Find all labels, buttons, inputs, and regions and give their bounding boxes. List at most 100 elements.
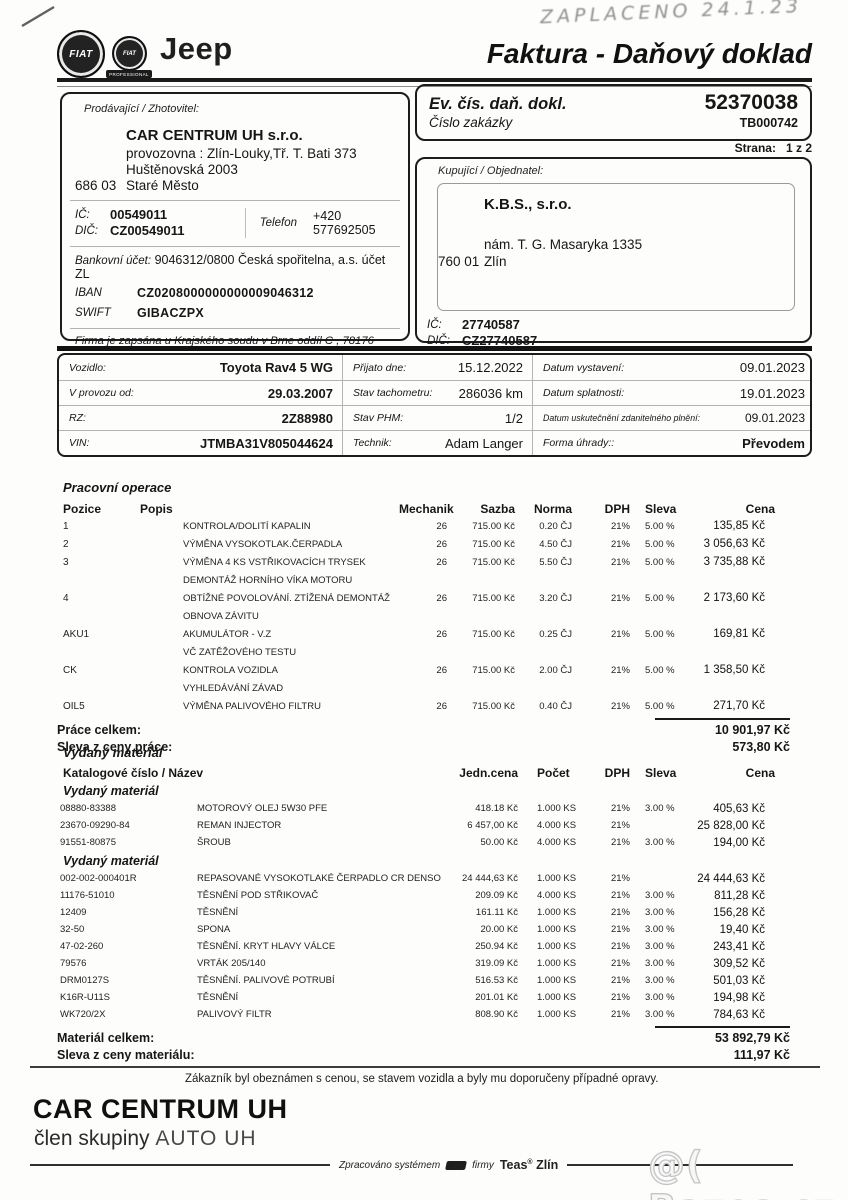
material-cell-qty: 1.000 KS — [537, 907, 577, 918]
material-header-dph: DPH — [604, 765, 630, 780]
material-totals-rule — [655, 1026, 790, 1028]
work-row: 4 OBTÍŽNÉ POVOLOVÁNÍ. ZTÍŽENÁ DEMONTÁŽ 26 7… — [57, 589, 790, 607]
work-cell-desc: VÝMĚNA 4 KS VSTŘIKOVACÍCH TRYSEK — [183, 556, 366, 568]
buyer-ic-dic: IČ: 27740587 DIČ: CZ27740587 — [427, 317, 537, 349]
material-cell-unit: 20.00 Kč — [480, 924, 519, 935]
vehicle-cell: Datum uskutečnění zdanitelného plnění: 09… — [532, 405, 810, 430]
work-cell-pos: 1 — [63, 520, 69, 532]
vehicle-cell-value: Adam Langer — [444, 435, 523, 451]
seller-swift-value: GIBACZPX — [137, 306, 204, 320]
material-row: 23670-09290-84 REMAN INJECTOR 6 457,00 Kč 4… — [57, 817, 790, 834]
buyer-ic-value: 27740587 — [462, 317, 520, 332]
vehicle-cell-label: Technik: — [353, 437, 392, 449]
buyer-address-frame: K.B.S., s.r.o. nám. T. G. Masaryka 1335 … — [437, 183, 795, 311]
material-cell-price: 309,52 Kč — [713, 957, 765, 970]
vehicle-table: Vozidlo: Toyota Rav4 5 WG Přijato dne: 15.1… — [57, 353, 812, 457]
work-cell-mech: 26 — [436, 592, 447, 604]
processed-by-line: Zpracováno systémem firmy Teas® Zlín — [30, 1158, 793, 1172]
material-discount-row: Sleva z ceny materiálu: 111,97 Kč — [57, 1047, 790, 1064]
material-cell-qty: 1.000 KS — [537, 941, 577, 952]
work-total-row: Práce celkem: 10 901,97 Kč — [57, 722, 790, 739]
page-indicator: Strana: 1 z 2 — [612, 141, 812, 155]
seller-address-line1: provozovna : Zlín-Louky,Tř. T. Bati 373 — [126, 146, 357, 161]
material-cell-qty: 1.000 KS — [537, 975, 577, 986]
seller-swift-row: SWIFT GIBACZPX — [75, 306, 395, 321]
work-cell-vat: 21% — [610, 538, 630, 550]
work-cell-rate: 715.00 Kč — [472, 664, 515, 676]
work-cell-vat: 21% — [610, 664, 630, 676]
material-cell-code: 12409 — [60, 907, 87, 918]
header-rule-thick — [57, 78, 812, 82]
work-cell-mech: 26 — [436, 700, 447, 712]
material-row: 47-02-260 TĚSNĚNÍ. KRYT HLAVY VÁLCE 250.94… — [57, 938, 790, 955]
page-indicator-value: 1 z 2 — [785, 141, 812, 155]
work-cell-vat: 21% — [610, 592, 630, 604]
material-row: 08880-83388 MOTOROVÝ OLEJ 5W30 PFE 418.18 … — [57, 800, 790, 817]
work-total-label: Práce celkem: — [57, 723, 142, 737]
processed-mid: firmy — [472, 1159, 494, 1171]
material-cell-code: 91551-80875 — [60, 837, 116, 848]
fiat-logo-text: FIAT — [69, 48, 93, 60]
material-cell-disc: 3.00 % — [645, 907, 675, 918]
page-indicator-label: Strana: — [734, 141, 776, 155]
material-cell-name: SPONA — [197, 924, 231, 935]
work-cell-desc: KONTROLA/DOLITÍ KAPALIN — [183, 520, 311, 532]
material-cell-code: 79576 — [60, 958, 87, 969]
material-header-code-name: Katalogové číslo / Název — [63, 765, 204, 780]
footer-group-line: člen skupiny AUTO UH — [34, 1127, 257, 1151]
material-header-qty: Počet — [537, 765, 570, 780]
work-cell-mech: 26 — [436, 628, 447, 640]
fiat-professional-logo-text: FIAT — [123, 50, 136, 57]
material-cell-unit: 209.09 Kč — [475, 890, 518, 901]
work-cell-vat: 21% — [610, 700, 630, 712]
material-group-header: Vydaný materiál — [63, 783, 159, 798]
material-cell-unit: 319.09 Kč — [475, 958, 518, 969]
material-cell-qty: 4.000 KS — [537, 890, 577, 901]
vehicle-cell-value: 09.01.2023 — [744, 411, 805, 425]
material-cell-disc: 3.00 % — [645, 958, 675, 969]
teas-system-logo-icon — [445, 1160, 468, 1170]
seller-phone-label: Telefon — [259, 217, 297, 229]
material-section: Vydaný materiál Katalogové číslo / Název… — [57, 745, 790, 1064]
vehicle-cell: Forma úhrady:: Převodem — [532, 430, 810, 455]
seller-box-label: Prodávající / Zhotovitel: — [84, 103, 199, 115]
work-cell-desc: OBNOVA ZÁVITU — [183, 610, 259, 622]
work-cell-desc: OBTÍŽNÉ POVOLOVÁNÍ. ZTÍŽENÁ DEMONTÁŽ — [183, 592, 390, 604]
processed-text: Zpracováno systémem firmy Teas® Zlín — [339, 1158, 558, 1172]
work-cell-disc: 5.00 % — [645, 628, 675, 640]
work-header-norma: Norma — [533, 501, 572, 516]
buyer-dic-value: CZ27740587 — [462, 333, 538, 348]
footer-group-brand: AUTO UH — [155, 1127, 257, 1150]
work-totals-rule — [655, 718, 790, 720]
material-total-row: Materiál celkem: 53 892,79 Kč — [57, 1030, 790, 1047]
material-cell-name: REMAN INJECTOR — [197, 820, 282, 831]
material-cell-unit: 250.94 Kč — [475, 941, 518, 952]
vehicle-cell: Datum splatnosti: 19.01.2023 — [532, 380, 810, 405]
work-cell-pos: CK — [63, 664, 77, 676]
work-cell-price: 2 173,60 Kč — [703, 592, 765, 604]
work-row: DEMONTÁŽ HORNÍHO VÍKA MOTORU — [57, 571, 790, 589]
customer-note-block: Zákazník byl obeznámen s cenou, se stave… — [30, 1066, 820, 1085]
buyer-zip-city: 760 01 Zlín — [438, 254, 794, 269]
material-cell-price: 19,40 Kč — [719, 923, 765, 936]
buyer-dic-label: DIČ: — [427, 335, 450, 347]
work-row: VYHLEDÁVÁNÍ ZÁVAD — [57, 679, 790, 697]
seller-divider-1 — [70, 200, 400, 201]
material-row: K16R-U11S TĚSNĚNÍ 201.01 Kč 1.000 KS 21% 3.00… — [57, 989, 790, 1006]
vehicle-cell: VIN: JTMBA31V805044624 — [59, 430, 342, 455]
work-cell-rate: 715.00 Kč — [472, 520, 515, 532]
seller-dic-value: CZ00549011 — [110, 223, 185, 238]
material-cell-qty: 1.000 KS — [537, 924, 577, 935]
document-title: Faktura - Daňový doklad — [486, 38, 812, 69]
note-rule — [30, 1066, 820, 1068]
buyer-zip: 760 01 — [438, 254, 480, 269]
material-cell-qty: 4.000 KS — [537, 820, 577, 831]
seller-bank-label: Bankovní účet: — [75, 255, 152, 267]
material-group-header: Vydaný materiál — [63, 853, 159, 868]
work-header-cena: Cena — [745, 501, 775, 516]
vehicle-cell-label: Stav PHM: — [353, 412, 404, 424]
material-cell-name: TĚSNĚNÍ. PALIVOVÉ POTRUBÍ — [197, 975, 335, 986]
jeep-logo: Jeep — [160, 31, 233, 66]
material-cell-name: TĚSNĚNÍ — [197, 907, 239, 918]
